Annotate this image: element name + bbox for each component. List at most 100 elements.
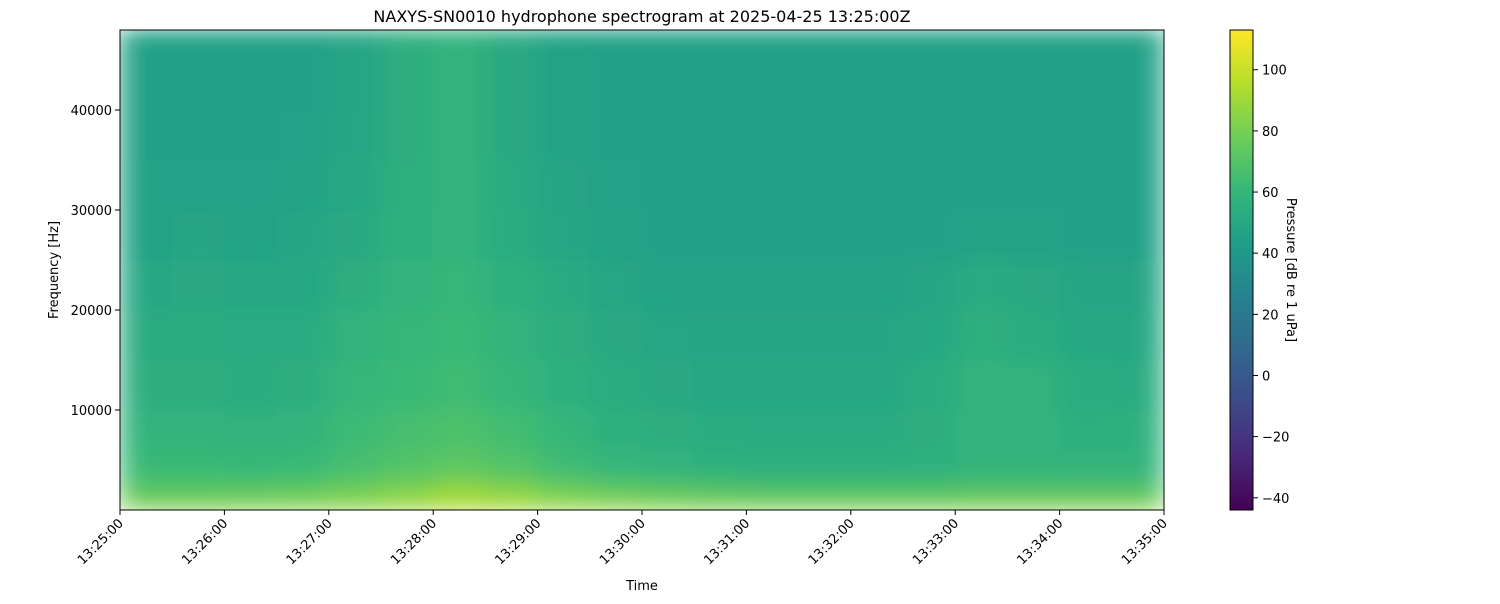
heatmap-cell — [328, 309, 382, 361]
heatmap-cell — [171, 359, 225, 411]
heatmap-cell — [902, 359, 956, 411]
x-tick-label: 13:26:00 — [179, 516, 231, 568]
heatmap-cell — [1111, 209, 1164, 261]
heatmap-cell — [120, 259, 173, 311]
heatmap-cell — [902, 479, 956, 501]
heatmap-cell — [954, 259, 1008, 311]
heatmap-cell — [1111, 159, 1164, 211]
heatmap-cell — [954, 30, 1008, 111]
heatmap-cell — [120, 209, 173, 261]
heatmap-cell — [171, 479, 225, 501]
heatmap-cell — [484, 159, 539, 211]
heatmap-cell — [328, 209, 382, 261]
heatmap-cell — [171, 309, 225, 361]
heatmap-cell — [380, 359, 434, 411]
heatmap-cell — [745, 259, 800, 311]
heatmap-cell — [328, 359, 382, 411]
heatmap-cell — [537, 449, 591, 481]
heatmap-cell — [380, 499, 434, 510]
x-tick-label: 13:33:00 — [910, 516, 962, 568]
heatmap-cell — [798, 499, 852, 510]
heatmap-cell — [484, 359, 539, 411]
y-axis: 10000 20000 30000 40000 — [71, 104, 120, 419]
colorbar-axis: −40 −20 0 20 40 60 80 100 — [1253, 64, 1289, 507]
heatmap-cell — [798, 209, 852, 261]
heatmap-cell — [798, 30, 852, 111]
heatmap-cell — [850, 499, 904, 510]
heatmap-cell — [120, 159, 173, 211]
heatmap-cell — [798, 309, 852, 361]
heatmap-cell — [1006, 259, 1061, 311]
heatmap-cell — [1059, 109, 1113, 161]
heatmap-cell — [954, 409, 1008, 451]
heatmap-cell — [120, 499, 173, 510]
heatmap-cell — [223, 499, 278, 510]
heatmap-cell — [537, 479, 591, 501]
heatmap-cell — [276, 30, 330, 111]
heatmap-cell — [954, 449, 1008, 481]
heatmap-cell — [276, 359, 330, 411]
colorbar-tick-label: −40 — [1262, 492, 1289, 507]
heatmap-cell — [850, 109, 904, 161]
heatmap-cell — [1059, 499, 1113, 510]
heatmap-cell — [1006, 449, 1061, 481]
heatmap-cell — [537, 259, 591, 311]
heatmap-cell — [1059, 309, 1113, 361]
heatmap-cell — [380, 409, 434, 451]
x-tick-label: 13:31:00 — [701, 516, 753, 568]
x-tick-label: 13:25:00 — [75, 516, 127, 568]
heatmap-cell — [484, 109, 539, 161]
heatmap-cell — [641, 309, 695, 361]
heatmap-cell — [432, 209, 486, 261]
heatmap-cell — [223, 30, 278, 111]
heatmap-cell — [902, 449, 956, 481]
heatmap-cell — [1111, 259, 1164, 311]
heatmap-cell — [745, 309, 800, 361]
heatmap-cell — [120, 30, 173, 111]
heatmap-cell — [589, 30, 643, 111]
heatmap-cell — [1059, 409, 1113, 451]
heatmap-cell — [589, 109, 643, 161]
x-axis: 13:25:00 13:26:00 13:27:00 13:28:00 13:29:00… — [75, 510, 1171, 568]
heatmap-cell — [537, 209, 591, 261]
heatmap-cell — [1059, 30, 1113, 111]
heatmap-cell — [745, 30, 800, 111]
heatmap-cell — [641, 499, 695, 510]
heatmap-cell — [745, 409, 800, 451]
colorbar-tick-label: 100 — [1262, 64, 1287, 79]
heatmap-cell — [693, 109, 747, 161]
heatmap-cell — [171, 209, 225, 261]
heatmap-cell — [1006, 209, 1061, 261]
heatmap-cell — [223, 259, 278, 311]
heatmap-cell — [171, 499, 225, 510]
heatmap-cell — [745, 499, 800, 510]
heatmap-cell — [1111, 499, 1164, 510]
heatmap-cell — [1111, 309, 1164, 361]
x-tick-label: 13:27:00 — [284, 516, 336, 568]
heatmap-cell — [850, 309, 904, 361]
heatmap-cell — [850, 359, 904, 411]
heatmap-cell — [432, 449, 486, 481]
heatmap-cell — [276, 449, 330, 481]
heatmap-cell — [276, 209, 330, 261]
heatmap-cell — [432, 259, 486, 311]
heatmap-cell — [120, 449, 173, 481]
heatmap-cell — [1059, 449, 1113, 481]
x-tick-label: 13:30:00 — [597, 516, 649, 568]
heatmap-cell — [641, 30, 695, 111]
heatmap-cell — [693, 30, 747, 111]
heatmap-cell — [693, 449, 747, 481]
heatmap-cell — [171, 159, 225, 211]
heatmap-cell — [484, 309, 539, 361]
heatmap-cell — [223, 409, 278, 451]
heatmap-cell — [798, 449, 852, 481]
heatmap-cell — [380, 479, 434, 501]
heatmap-cell — [328, 409, 382, 451]
heatmap-cell — [745, 109, 800, 161]
heatmap-cell — [902, 409, 956, 451]
heatmap-cell — [537, 499, 591, 510]
chart-title: NAXYS-SN0010 hydrophone spectrogram at 2… — [373, 7, 910, 26]
heatmap-cell — [745, 159, 800, 211]
heatmap-cell — [798, 109, 852, 161]
